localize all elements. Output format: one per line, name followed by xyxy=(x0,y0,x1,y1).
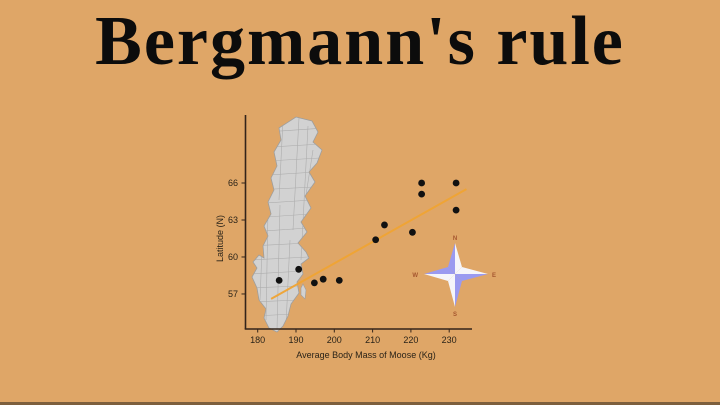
data-point xyxy=(372,236,380,244)
data-point xyxy=(452,206,460,214)
trend-line xyxy=(270,188,467,300)
x-tick-label: 220 xyxy=(403,335,418,345)
compass-north-arm xyxy=(455,243,462,274)
gotland-island xyxy=(300,283,307,300)
compass-rose: N E S W xyxy=(412,236,496,318)
data-point xyxy=(418,179,426,187)
x-tick-label: 200 xyxy=(327,335,342,345)
x-tick-label: 190 xyxy=(288,335,303,345)
x-axis-title: Average Body Mass of Moose (Kg) xyxy=(296,350,435,360)
x-tick-label: 180 xyxy=(250,335,265,345)
x-axis-ticks: 180 190 200 210 220 230 xyxy=(250,329,457,345)
x-tick-label: 210 xyxy=(365,335,380,345)
compass-east-arm xyxy=(455,274,488,281)
data-point xyxy=(275,277,283,284)
compass-west-arm xyxy=(424,274,455,281)
data-point xyxy=(452,179,460,187)
sweden-map xyxy=(251,116,323,333)
compass-letter-n: N xyxy=(453,236,457,242)
scatter-points xyxy=(275,179,460,287)
compass-west-arm xyxy=(424,267,455,274)
data-point xyxy=(418,190,426,198)
y-tick-label: 60 xyxy=(228,252,238,262)
data-point xyxy=(409,228,416,236)
y-tick-label: 66 xyxy=(228,178,238,188)
sweden-outline xyxy=(251,116,323,333)
data-point xyxy=(310,279,318,287)
data-point xyxy=(295,265,303,273)
y-axis-title: Latitude (N) xyxy=(215,215,225,262)
compass-letter-s: S xyxy=(453,312,457,318)
data-point xyxy=(335,277,343,284)
compass-south-arm xyxy=(455,274,462,307)
data-point xyxy=(381,221,388,229)
compass-letter-w: W xyxy=(412,273,418,279)
compass-north-arm xyxy=(448,243,455,274)
compass-letter-e: E xyxy=(492,273,496,279)
y-axis-ticks: 66 63 60 57 xyxy=(228,178,246,299)
x-tick-label: 230 xyxy=(442,335,457,345)
compass-east-arm xyxy=(455,267,488,274)
page-title: Bergmann's rule xyxy=(95,3,625,80)
y-tick-label: 63 xyxy=(228,215,238,225)
data-point xyxy=(319,275,327,283)
compass-south-arm xyxy=(448,274,455,307)
y-tick-label: 57 xyxy=(228,289,238,299)
bottom-edge-strip xyxy=(0,402,720,405)
